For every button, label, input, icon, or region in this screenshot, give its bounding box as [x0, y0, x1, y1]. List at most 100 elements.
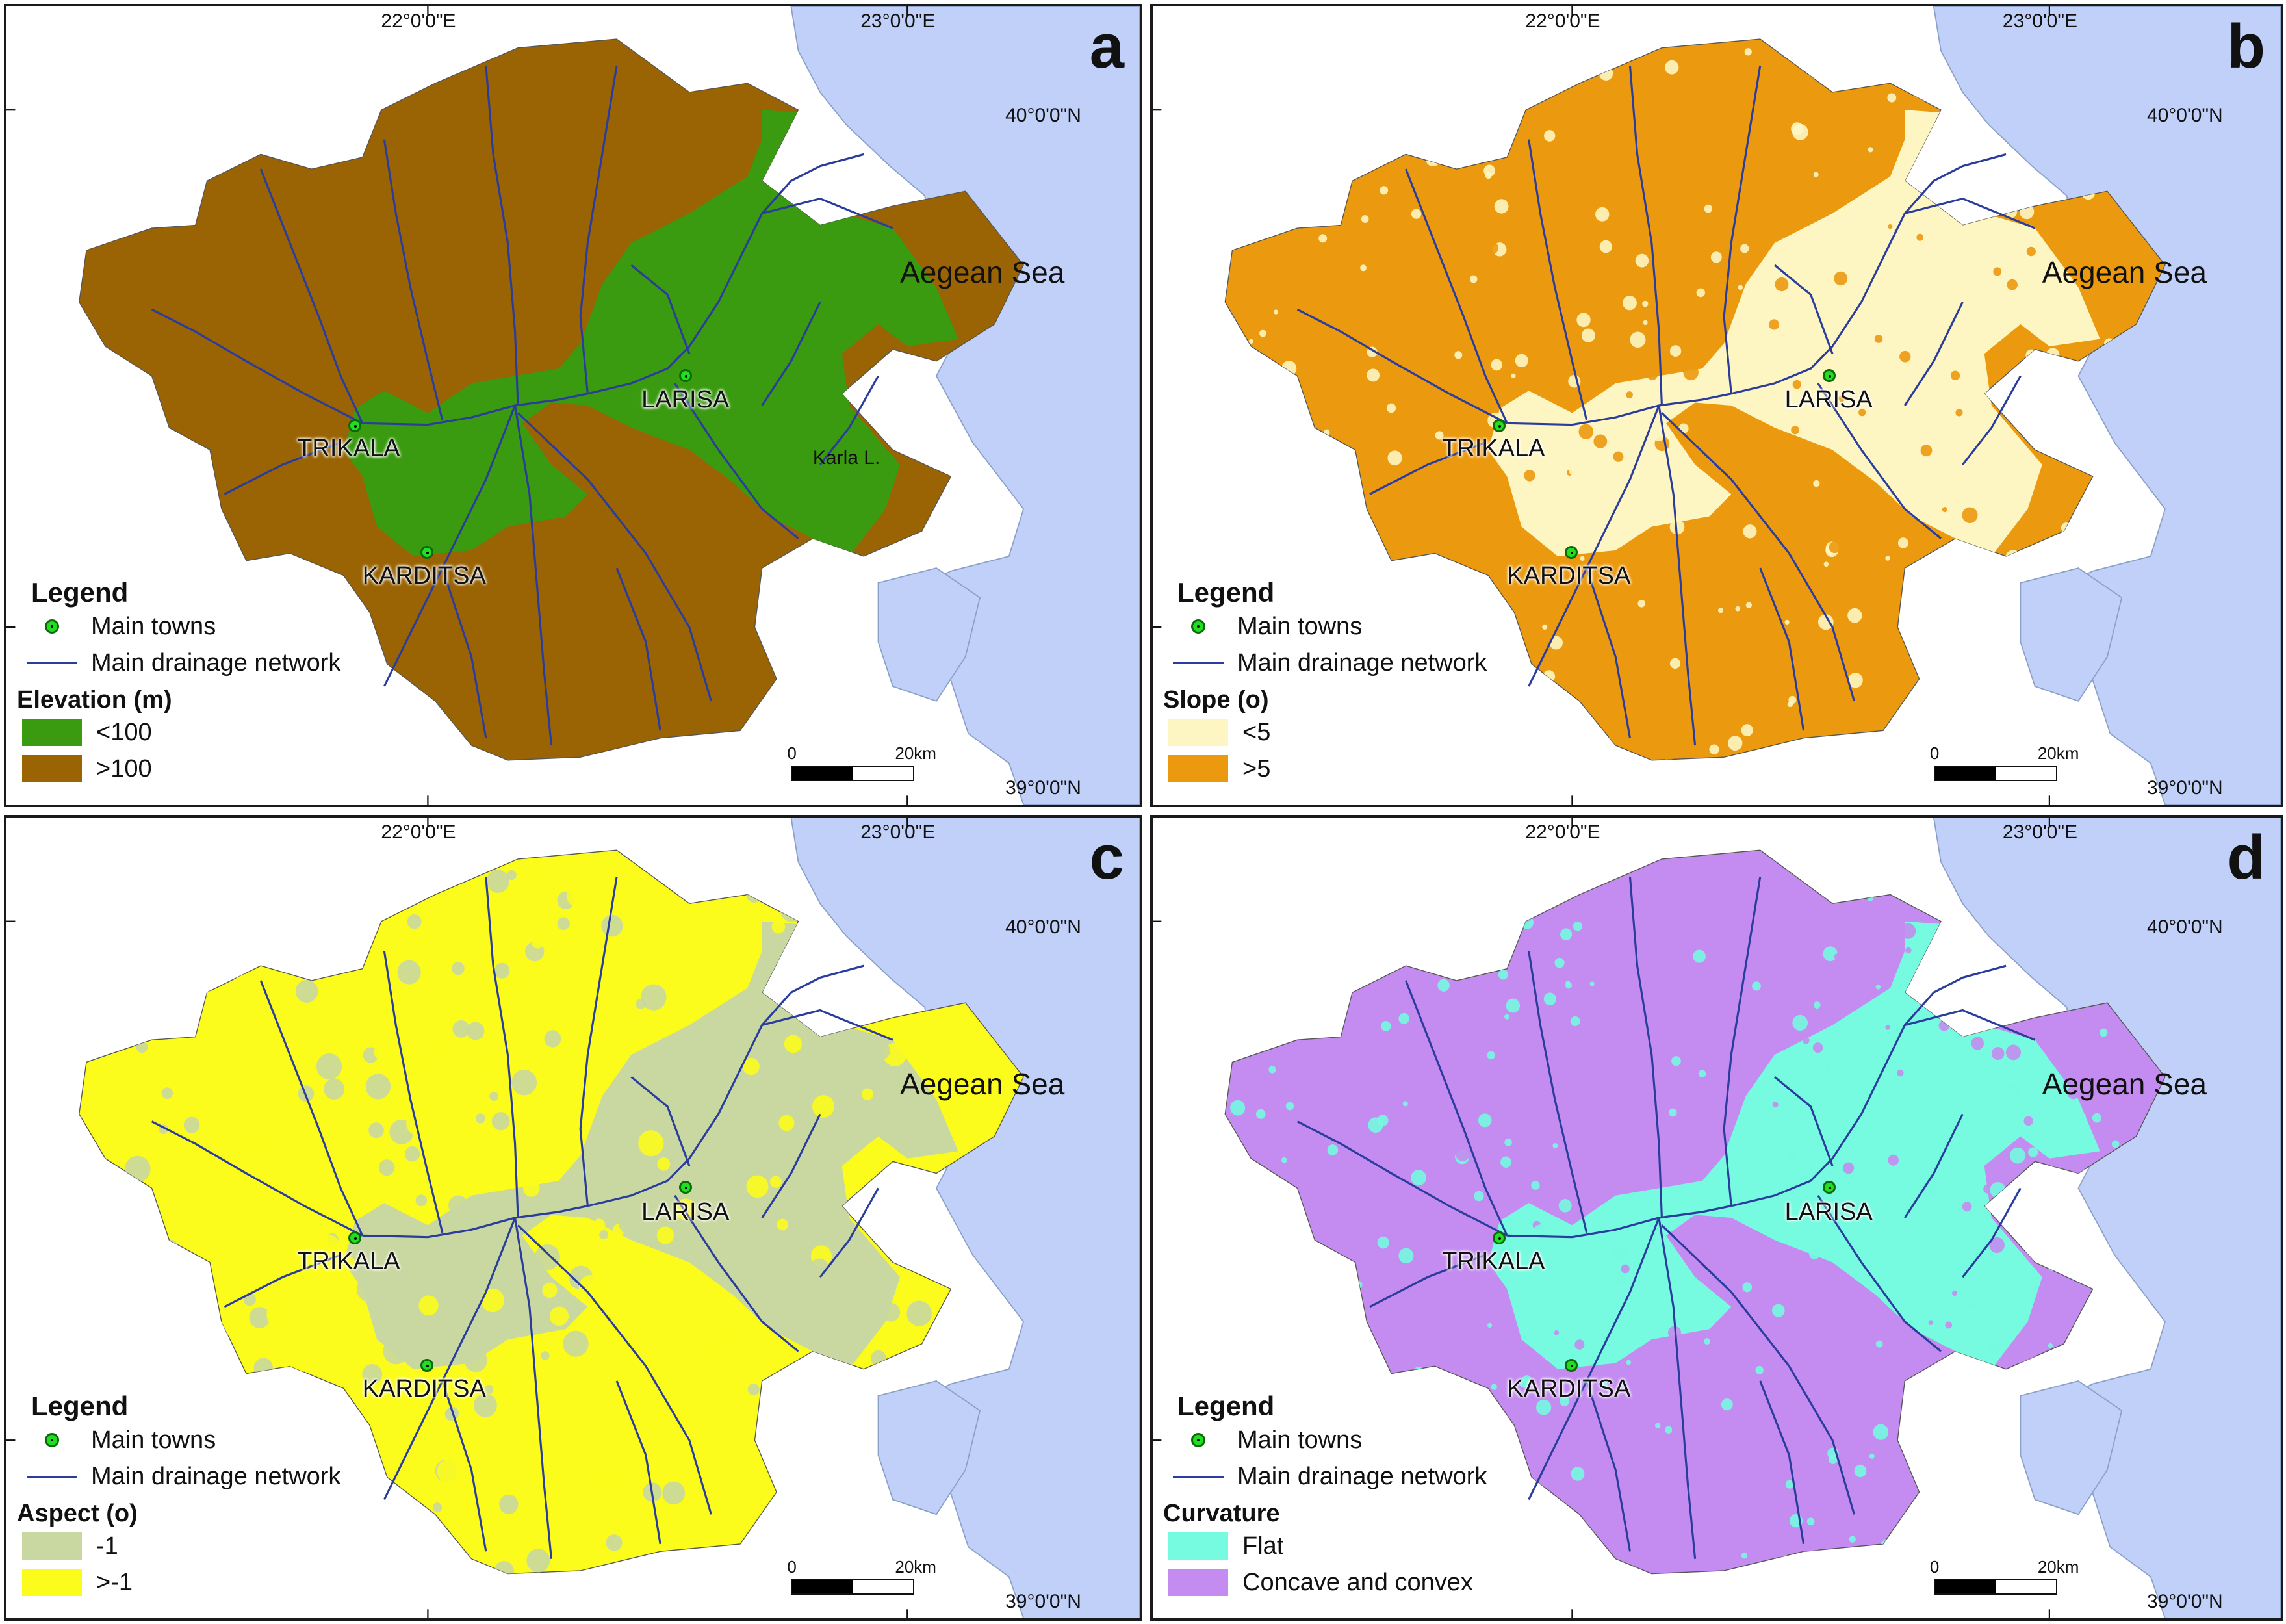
texture-speckle [1772, 1304, 1785, 1317]
texture-speckle [656, 1226, 674, 1244]
texture-speckle [1716, 1365, 1724, 1374]
town-label: TRIKALA [297, 435, 400, 463]
texture-speckle [1929, 1503, 1937, 1511]
texture-speckle [1803, 1473, 1820, 1490]
texture-speckle [1246, 973, 1259, 988]
texture-speckle [1856, 1337, 1865, 1346]
texture-speckle [331, 926, 346, 942]
texture-speckle [2080, 733, 2094, 747]
texture-speckle [1294, 1237, 1305, 1249]
texture-speckle [1261, 1073, 1269, 1081]
texture-speckle [1979, 337, 1984, 342]
texture-speckle [1873, 1424, 1889, 1440]
coordinate-label-lon2: 23°0'0"E [2002, 821, 2078, 843]
texture-speckle [532, 864, 545, 877]
coordinate-label-lat-bot: 39°0'0"N [2146, 1591, 2223, 1612]
texture-speckle [1752, 981, 1761, 991]
river-line [1507, 964, 2007, 1239]
texture-speckle [1842, 1162, 1855, 1174]
scale-bar: 0 20km [1930, 1557, 2079, 1595]
texture-speckle [1431, 39, 1444, 51]
texture-speckle [1543, 1561, 1554, 1573]
river-line [1904, 1009, 2036, 1041]
texture-speckle [1876, 281, 1886, 292]
texture-speckle [1586, 608, 1595, 616]
town-label: KARDITSA [1507, 1374, 1631, 1402]
texture-speckle [1613, 1246, 1628, 1261]
texture-speckle [1874, 335, 1883, 343]
texture-speckle [1373, 555, 1387, 570]
texture-speckle [1571, 1467, 1585, 1481]
karla-lake-area [839, 445, 874, 469]
texture-speckle [140, 959, 164, 984]
town-label: LARISA [641, 386, 730, 414]
texture-speckle [2007, 279, 2018, 290]
river-line [615, 567, 661, 731]
texture-speckle [2028, 1147, 2038, 1157]
texture-speckle [1554, 132, 1560, 137]
texture-speckle [1491, 1384, 1497, 1390]
texture-speckle [499, 1494, 519, 1514]
lowland-class-area [1488, 110, 2100, 556]
scale-bar: 0 20km [1930, 743, 2079, 781]
river-line [1628, 65, 1663, 406]
texture-speckle [690, 1158, 710, 1178]
texture-speckle [1485, 172, 1492, 179]
texture-speckle [657, 1157, 671, 1171]
texture-speckle [1704, 204, 1713, 213]
panel-letter: c [1089, 823, 1124, 892]
texture-speckle [1885, 556, 1890, 561]
texture-speckle [881, 1302, 901, 1322]
texture-speckle [1461, 172, 1468, 179]
legend-swatch [1168, 1569, 1228, 1596]
texture-speckle [763, 1426, 782, 1445]
texture-speckle [2005, 1044, 2022, 1061]
texture-speckle [1654, 1423, 1661, 1429]
texture-speckle [475, 1113, 485, 1124]
texture-speckle [1554, 368, 1569, 383]
coordinate-label-lat-bot: 39°0'0"N [2146, 777, 2223, 799]
texture-speckle [1610, 1026, 1623, 1040]
texture-speckle [152, 1358, 177, 1384]
texture-speckle [1342, 156, 1352, 166]
texture-speckle [1867, 895, 1873, 901]
texture-speckle [1437, 131, 1443, 138]
texture-speckle [1920, 445, 1933, 457]
texture-speckle [1231, 450, 1246, 466]
texture-speckle [2092, 1113, 2102, 1123]
texture-speckle [578, 1274, 603, 1300]
texture-speckle [2048, 1343, 2053, 1348]
river-line [151, 308, 363, 424]
scale-label-distance: 20km [895, 743, 936, 763]
texture-speckle [1939, 646, 1950, 658]
texture-speckle [780, 897, 804, 922]
texture-speckle [784, 1035, 803, 1053]
texture-speckle [1560, 1396, 1570, 1406]
texture-speckle [1580, 556, 1585, 561]
texture-speckle [1504, 1014, 1510, 1020]
texture-speckle [378, 1159, 395, 1176]
town-marker [1493, 1231, 1506, 1244]
texture-speckle [2067, 1086, 2080, 1100]
sea-label: Aegean Sea [900, 255, 1065, 290]
texture-speckle [1554, 1330, 1560, 1335]
texture-speckle [201, 888, 222, 910]
texture-speckle [1699, 678, 1707, 687]
texture-speckle [589, 1030, 604, 1046]
legend-class-label: Concave and convex [1242, 1568, 1473, 1596]
texture-speckle [365, 1074, 391, 1100]
texture-speckle [249, 1307, 270, 1328]
coordinate-label-lon1: 22°0'0"E [381, 821, 456, 843]
river-line [630, 264, 691, 354]
texture-speckle [484, 1384, 494, 1395]
texture-speckle [1412, 1367, 1425, 1379]
town-marker [679, 368, 693, 382]
river-line [819, 375, 879, 465]
texture-speckle [766, 853, 780, 868]
texture-speckle [397, 960, 421, 985]
texture-speckle [1709, 727, 1719, 737]
texture-speckle [1300, 858, 1306, 865]
texture-speckle [1548, 1529, 1559, 1540]
river-line [1528, 405, 1660, 687]
texture-speckle [1495, 477, 1506, 488]
